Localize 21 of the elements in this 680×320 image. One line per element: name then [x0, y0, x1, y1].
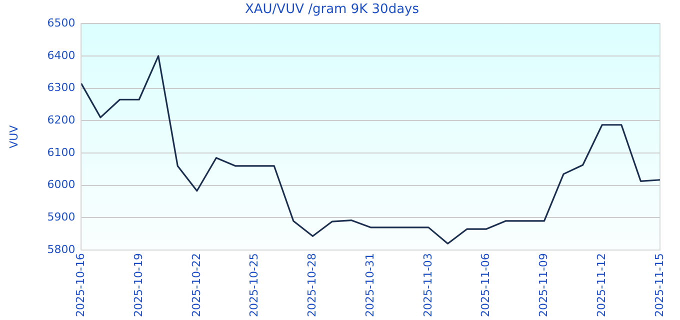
y-tick-label: 6300: [47, 81, 76, 94]
x-tick-label: 2025-10-25: [248, 253, 261, 318]
x-tick-label: 2025-10-22: [190, 253, 203, 318]
x-tick-label: 2025-10-19: [132, 253, 145, 318]
chart-title: XAU/VUV /gram 9K 30days: [244, 2, 420, 18]
y-tick-label: 5900: [47, 210, 76, 224]
y-axis-title: VUV: [7, 124, 20, 148]
y-tick-label: 6000: [47, 178, 76, 192]
y-tick-label: 5800: [47, 242, 76, 256]
x-tick-label: 2025-11-12: [594, 253, 608, 318]
x-tick-label: 2025-11-15: [652, 253, 666, 318]
y-tick-label: 6100: [47, 146, 76, 159]
x-tick-label: 2025-10-16: [74, 253, 88, 318]
x-tick-label: 2025-11-03: [421, 253, 434, 318]
x-tick-label: 2025-10-28: [306, 253, 319, 318]
x-tick-label: 2025-11-09: [537, 253, 550, 318]
y-tick-label: 6200: [47, 114, 76, 127]
y-tick-label: 6500: [47, 16, 76, 30]
y-tick-label: 6400: [47, 48, 76, 62]
x-tick-label: 2025-11-06: [479, 253, 492, 318]
x-tick-label: 2025-10-31: [363, 253, 376, 318]
